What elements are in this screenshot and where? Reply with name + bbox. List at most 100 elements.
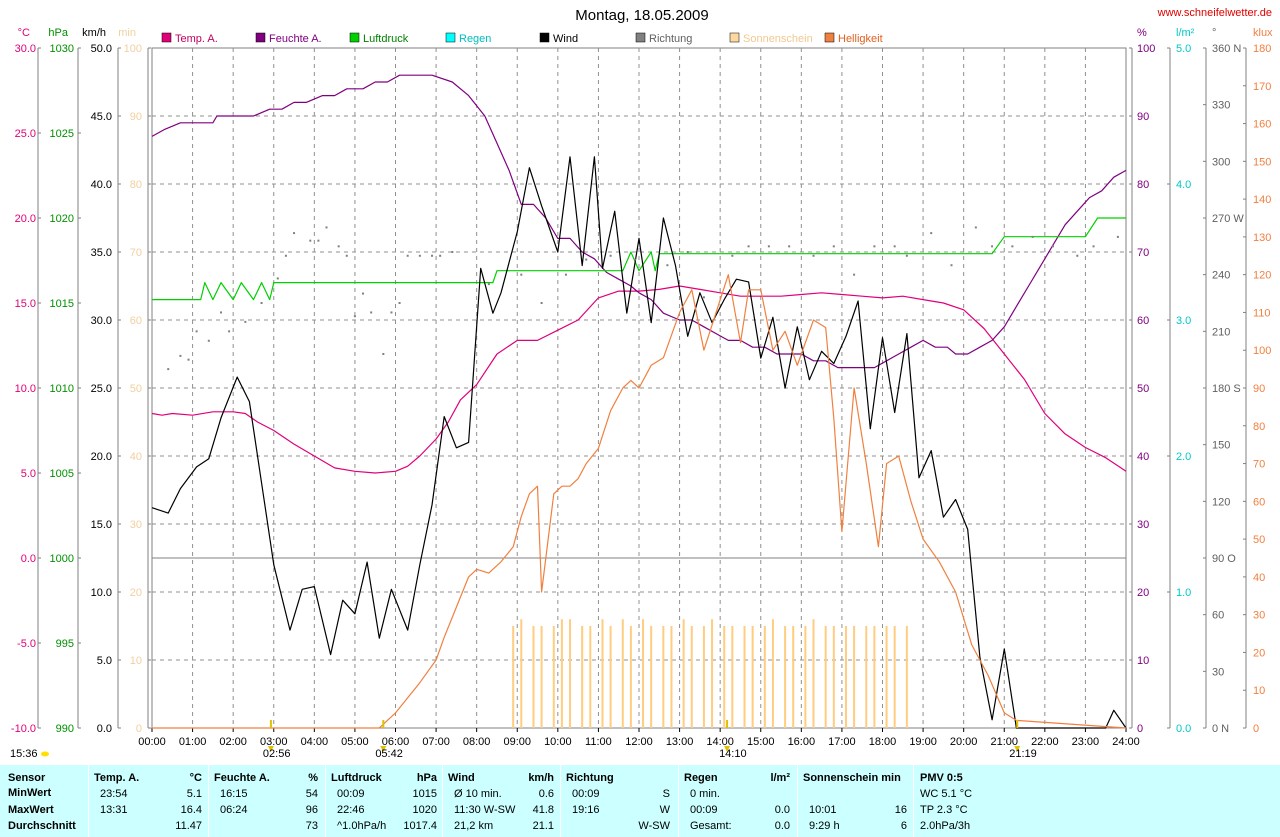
direction-point (451, 251, 454, 253)
legend-label: Feuchte A. (269, 33, 322, 45)
axis-tick: 20.0 (15, 213, 36, 225)
direction-point (666, 264, 669, 267)
direction-point (276, 277, 279, 280)
axis-tick: 60 (1212, 610, 1224, 622)
direction-point (832, 245, 835, 248)
axis-tick: 360 N (1212, 43, 1241, 55)
axis-unit: klux (1253, 27, 1273, 39)
direction-point (930, 232, 933, 235)
axis-tick: 1020 (50, 213, 74, 225)
axis-tick: 1005 (50, 468, 74, 480)
direction-point (564, 273, 567, 276)
x-tick-label: 09:00 (503, 736, 531, 748)
axis-tick: 5.0 (21, 468, 36, 480)
x-tick-label: 16:00 (788, 736, 816, 748)
legend-swatch (539, 32, 550, 43)
sun-marker-label: 05:42 (375, 748, 403, 760)
direction-point (228, 330, 231, 333)
axis-tick: 100 (124, 43, 142, 55)
axis-tick: 60 (1137, 315, 1149, 327)
direction-point (179, 354, 182, 357)
axis-tick: 180 S (1212, 383, 1241, 395)
axis-unit: l/m² (1176, 27, 1195, 39)
legend-swatch (729, 32, 740, 43)
axis-tick: 4.0 (1176, 179, 1191, 191)
sun-marker-label: 21:19 (1009, 748, 1037, 760)
axis-tick: 50 (1137, 383, 1149, 395)
x-tick-label: 14:00 (706, 736, 734, 748)
direction-point (244, 320, 247, 323)
axis-tick: 25.0 (91, 383, 112, 395)
direction-point (370, 311, 373, 314)
direction-point (974, 226, 977, 229)
axis-tick: 210 (1212, 326, 1230, 338)
series-line-temp-a- (151, 285, 1127, 474)
direction-point (873, 245, 876, 248)
stats-cell: 10:01 16 (809, 804, 907, 816)
direction-point (219, 311, 222, 314)
axis-tick: 140 (1253, 194, 1271, 206)
legend-swatch (635, 32, 646, 43)
direction-point (1076, 254, 1079, 257)
axis-tick: 90 (1137, 111, 1149, 123)
stats-col-sensor: Sensor MinWert MaxWert Durchschnitt (8, 765, 88, 837)
axis-tick: 30 (1253, 610, 1265, 622)
moon-label: 15:36 (10, 748, 38, 760)
legend-label: Luftdruck (363, 33, 409, 45)
stats-cell: 13:31 16.4 (100, 804, 202, 816)
axis-tick: 990 (56, 723, 74, 735)
axis-tick: 80 (1253, 421, 1265, 433)
axis-unit: hPa (48, 27, 68, 39)
axis-tick: 150 (1253, 156, 1271, 168)
stats-cell: 11:30 W-SW 41.8 (454, 804, 554, 816)
axis-tick: 995 (56, 638, 74, 650)
direction-point (905, 254, 908, 257)
direction-point (317, 239, 320, 242)
x-tick-label: 12:00 (625, 736, 653, 748)
stats-cell: 00:09 1015 (337, 788, 437, 800)
stats-header: Luftdruck hPa (331, 772, 437, 784)
stats-cell: WC 5.1 °C (920, 788, 973, 800)
series-line-luftdruck (152, 217, 1126, 301)
direction-point (487, 283, 490, 286)
axis-tick: 0.0 (21, 553, 36, 565)
legend-swatch (161, 32, 172, 43)
x-tick-label: 20:00 (950, 736, 978, 748)
axis-tick: 1025 (50, 128, 74, 140)
legend-label: Helligkeit (838, 33, 883, 45)
direction-point (362, 292, 365, 295)
x-tick-label: 18:00 (869, 736, 897, 748)
stats-header: Regen l/m² (684, 772, 790, 784)
legend-label: Regen (459, 33, 491, 45)
stats-row-label: Durchschnitt (8, 820, 76, 832)
chart-title: Montag, 18.05.2009 (575, 7, 708, 24)
axis-tick: 35.0 (91, 247, 112, 259)
stats-header: Feuchte A.% (214, 772, 318, 784)
direction-point (187, 358, 190, 361)
direction-point (309, 239, 312, 242)
direction-point (353, 315, 356, 318)
sun-moon-markers: 15:36 02:56 05:42 14:10 21:19 (10, 720, 1037, 760)
stats-cell: ^1.0hPa/h 1017.4 (337, 820, 437, 832)
stats-cell: W-SW (638, 820, 670, 832)
direction-point (540, 302, 543, 304)
sun-marker-label: 14:10 (719, 748, 747, 760)
axis-tick: 40 (130, 451, 142, 463)
axis-tick: 30.0 (15, 43, 36, 55)
axis-tick: 40 (1137, 451, 1149, 463)
axis-tick: 5.0 (1176, 43, 1191, 55)
stats-cell: 06:24 96 (220, 804, 318, 816)
stats-row-label: MaxWert (8, 804, 54, 816)
direction-point (382, 353, 385, 355)
legend-label: Wind (553, 33, 578, 45)
x-tick-label: 05:00 (341, 736, 369, 748)
axis-tick: 20 (1137, 587, 1149, 599)
axis-tick: 30 (1212, 666, 1224, 678)
axis-tick: 60 (130, 315, 142, 327)
x-tick-label: 15:00 (747, 736, 775, 748)
axis-tick: 1015 (50, 298, 74, 310)
stats-cell: 22:46 1020 (337, 804, 437, 816)
direction-point (207, 339, 210, 342)
axis-tick: -5.0 (17, 638, 36, 650)
axis-tick: 50 (1253, 534, 1265, 546)
